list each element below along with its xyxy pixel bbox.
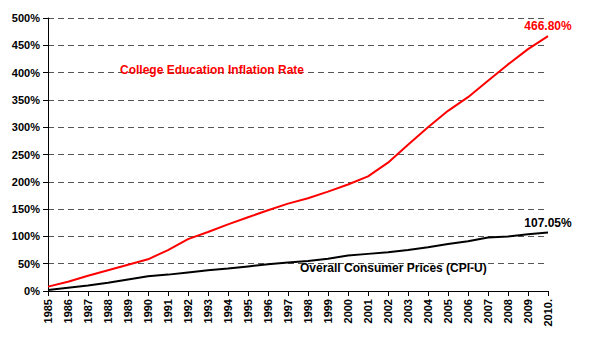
svg-text:500%: 500% <box>12 12 40 24</box>
svg-text:1999: 1999 <box>322 299 334 323</box>
svg-text:Overall Consumer Prices (CPI-U: Overall Consumer Prices (CPI-U) <box>300 261 487 275</box>
svg-text:1992: 1992 <box>182 299 194 323</box>
svg-text:2005: 2005 <box>442 299 454 323</box>
svg-text:107.05%: 107.05% <box>524 216 572 230</box>
svg-text:2001: 2001 <box>362 299 374 323</box>
svg-text:1997: 1997 <box>282 299 294 323</box>
svg-text:1998: 1998 <box>302 299 314 323</box>
svg-text:1991: 1991 <box>162 299 174 323</box>
svg-text:450%: 450% <box>12 39 40 51</box>
svg-text:2006: 2006 <box>462 299 474 323</box>
svg-text:2007: 2007 <box>482 299 494 323</box>
svg-text:2010.: 2010. <box>542 299 554 327</box>
svg-text:2004: 2004 <box>422 298 434 323</box>
svg-text:466.80%: 466.80% <box>524 19 572 33</box>
svg-text:2003: 2003 <box>402 299 414 323</box>
svg-text:2008: 2008 <box>502 299 514 323</box>
svg-text:1988: 1988 <box>102 299 114 323</box>
svg-text:400%: 400% <box>12 67 40 79</box>
svg-text:1990: 1990 <box>142 299 154 323</box>
svg-text:1995: 1995 <box>242 299 254 323</box>
svg-text:College Education Inflation Ra: College Education Inflation Rate <box>120 63 304 77</box>
svg-text:1994: 1994 <box>222 298 234 323</box>
svg-text:2000: 2000 <box>342 299 354 323</box>
svg-text:2009: 2009 <box>522 299 534 323</box>
svg-text:50%: 50% <box>18 258 40 270</box>
svg-text:1986: 1986 <box>62 299 74 323</box>
svg-text:300%: 300% <box>12 121 40 133</box>
svg-text:0%: 0% <box>24 285 40 297</box>
svg-text:150%: 150% <box>12 203 40 215</box>
svg-text:1989: 1989 <box>122 299 134 323</box>
svg-text:350%: 350% <box>12 94 40 106</box>
svg-text:250%: 250% <box>12 149 40 161</box>
svg-text:100%: 100% <box>12 230 40 242</box>
svg-text:1987: 1987 <box>82 299 94 323</box>
svg-text:1996: 1996 <box>262 299 274 323</box>
svg-text:1993: 1993 <box>202 299 214 323</box>
svg-text:2002: 2002 <box>382 299 394 323</box>
svg-text:200%: 200% <box>12 176 40 188</box>
svg-text:1985: 1985 <box>42 299 54 323</box>
